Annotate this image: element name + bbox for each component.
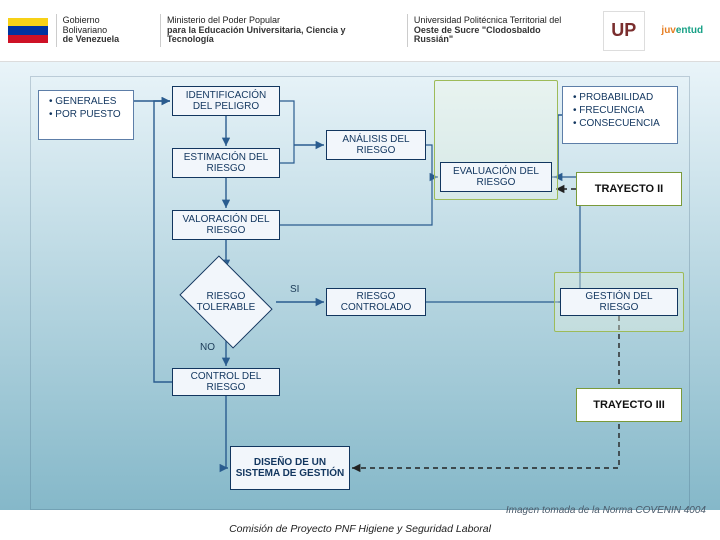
callout-right: PROBABILIDADFRECUENCIACONSECUENCIA [562,86,678,144]
juventud-logo-icon: juventud [653,11,712,51]
flag-icon [8,18,48,44]
node-valoracion: VALORACIÓN DEL RIESGO [172,210,280,240]
footer-text: Comisión de Proyecto PNF Higiene y Segur… [0,518,720,540]
node-riesgo-controlado: RIESGO CONTROLADO [326,288,426,316]
callout-left: GENERALESPOR PUESTO [38,90,134,140]
source-note: Imagen tomada de la Norma COVENIN 4004 [506,505,706,516]
node-identificacion: IDENTIFICACIÓN DEL PELIGRO [172,86,280,116]
node-riesgo-tolerable: RIESGO TOLERABLE [188,274,264,330]
university-block: Universidad Politécnica Territorial del … [407,14,587,48]
up-logo-icon: UP [603,11,645,51]
header-bar: Gobierno Bolivariano de Venezuela Minist… [0,0,720,62]
gov-block: Gobierno Bolivariano de Venezuela [56,14,152,48]
callout-item: CONSECUENCIA [573,117,671,130]
node-diseno: DISEÑO DE UN SISTEMA DE GESTIÓN [230,446,350,490]
label-no: NO [200,342,215,353]
node-control: CONTROL DEL RIESGO [172,368,280,396]
callout-item: POR PUESTO [49,108,127,121]
node-trayecto-ii: TRAYECTO II [576,172,682,206]
ministry-block: Ministerio del Poder Popular para la Edu… [160,14,399,48]
node-gestion: GESTIÓN DEL RIESGO [560,288,678,316]
node-analisis: ANÁLISIS DEL RIESGO [326,130,426,160]
node-evaluacion: EVALUACIÓN DEL RIESGO [440,162,552,192]
node-trayecto-iii: TRAYECTO III [576,388,682,422]
diagram-canvas: GENERALESPOR PUESTO PROBABILIDADFRECUENCI… [0,62,720,510]
label-si: SI [290,284,299,295]
node-estimacion: ESTIMACIÓN DEL RIESGO [172,148,280,178]
callout-item: FRECUENCIA [573,104,671,117]
callout-item: PROBABILIDAD [573,91,671,104]
callout-item: GENERALES [49,95,127,108]
